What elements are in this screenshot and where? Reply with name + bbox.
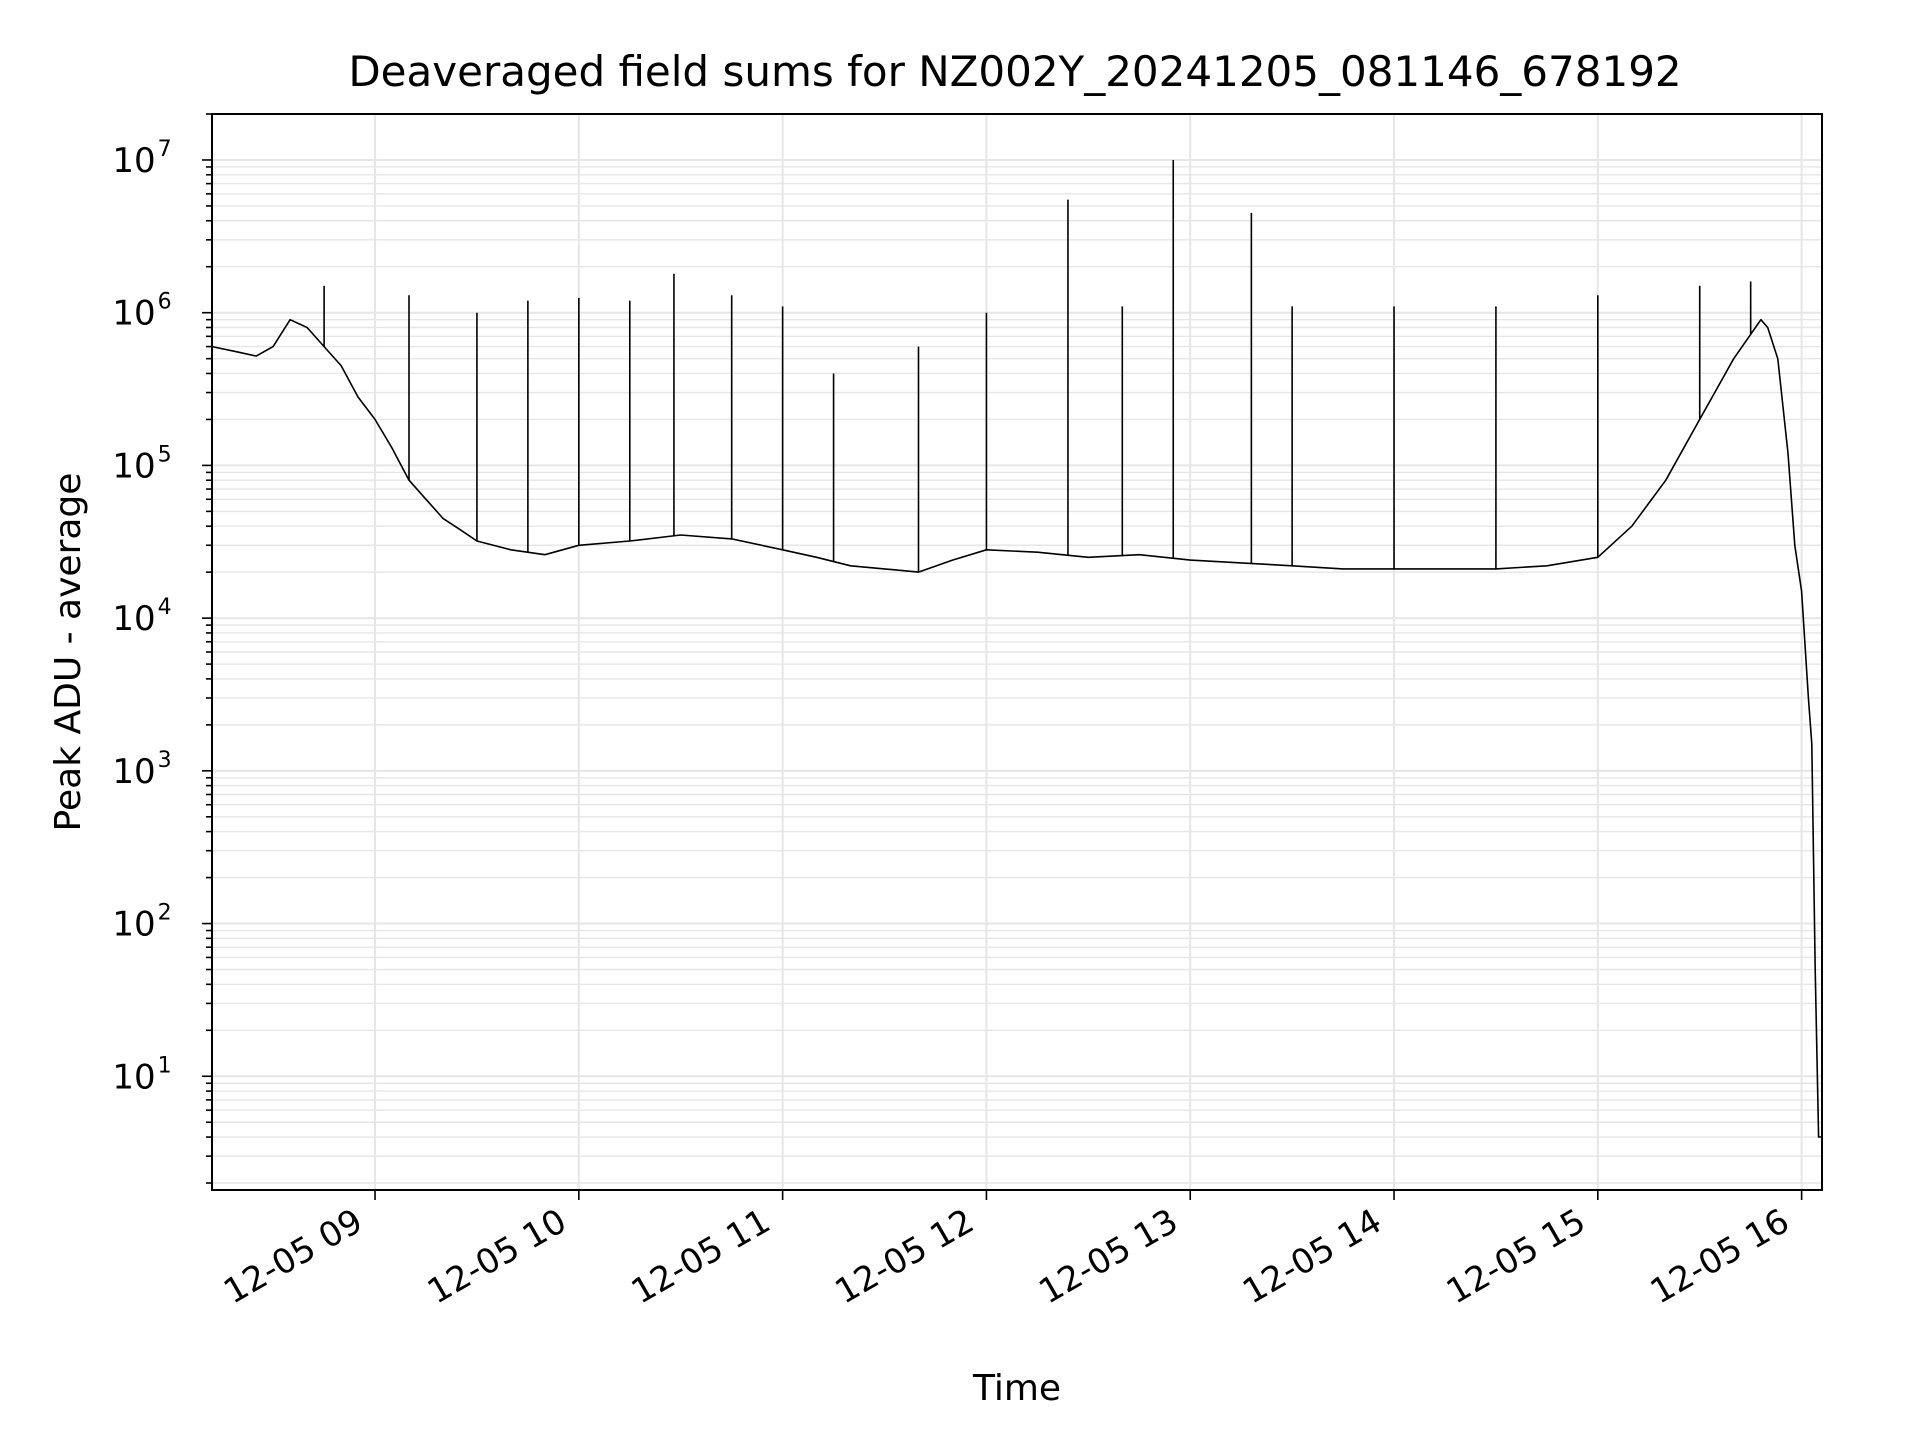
y-tick-label: 103 bbox=[112, 748, 171, 792]
x-tick-label: 12-05 11 bbox=[625, 1201, 777, 1312]
x-tick-label: 12-05 13 bbox=[1032, 1201, 1184, 1312]
y-tick-label: 101 bbox=[112, 1053, 171, 1097]
series-line bbox=[211, 318, 1822, 1138]
y-axis-label: Peak ADU - average bbox=[48, 473, 89, 832]
y-tick-label: 106 bbox=[112, 290, 171, 334]
x-tick-label: 12-05 14 bbox=[1236, 1201, 1388, 1312]
x-tick-label: 12-05 12 bbox=[829, 1201, 981, 1312]
x-tick-label: 12-05 15 bbox=[1440, 1201, 1592, 1312]
spike-layer bbox=[323, 159, 1752, 573]
y-tick-label: 104 bbox=[112, 595, 171, 639]
y-axis-ticks: 101 102 103 104 105 106 107 bbox=[112, 113, 212, 1184]
y-tick-label: 102 bbox=[112, 901, 171, 945]
x-axis-label: Time bbox=[972, 1368, 1061, 1409]
x-tick-label: 12-05 10 bbox=[421, 1201, 573, 1312]
x-tick-label: 12-05 16 bbox=[1644, 1201, 1796, 1312]
y-tick-label: 105 bbox=[112, 442, 171, 486]
grid-lines bbox=[212, 113, 1822, 1190]
chart-title: Deaveraged field sums for NZ002Y_2024120… bbox=[348, 47, 1681, 96]
x-axis-ticks: 12-05 09 12-05 10 12-05 11 12-05 12 12-05 13… bbox=[217, 1190, 1803, 1312]
y-tick-label: 107 bbox=[112, 137, 171, 181]
x-tick-label: 12-05 09 bbox=[217, 1201, 369, 1312]
